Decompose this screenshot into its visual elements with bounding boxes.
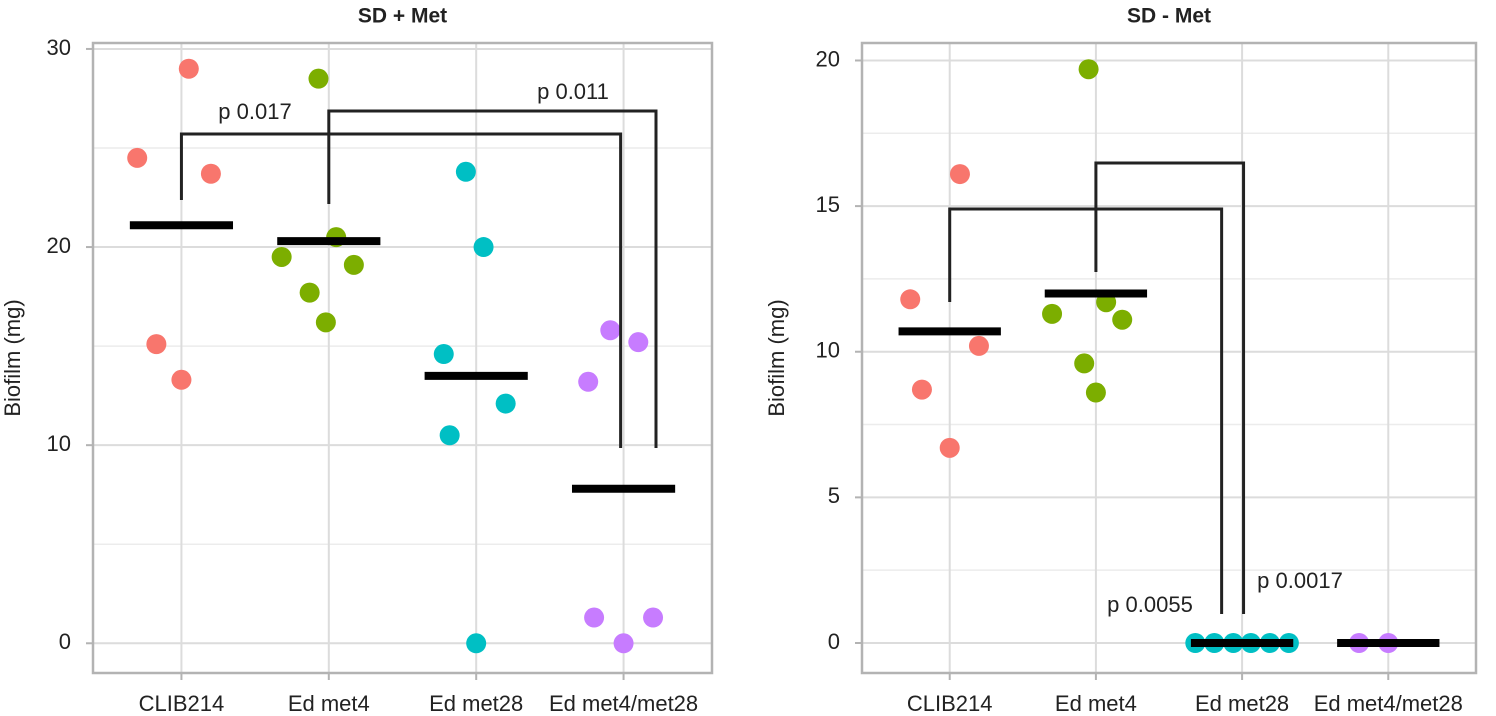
point: [315, 312, 336, 333]
p-value-label: p 0.017: [218, 99, 291, 124]
point: [455, 161, 476, 182]
point: [939, 437, 960, 458]
significance-bracket: [1094, 161, 1246, 614]
y-axis-label: Biofilm (mg): [0, 299, 25, 416]
x-tick-label: Ed met4/met28: [1314, 691, 1463, 716]
point: [439, 425, 460, 446]
point: [146, 334, 167, 355]
point: [584, 607, 605, 628]
point: [900, 289, 921, 310]
y-tick-label: 20: [816, 46, 840, 71]
p-value-label: p 0.0055: [1107, 592, 1193, 617]
y-tick-label: 0: [828, 629, 840, 654]
point: [299, 282, 320, 303]
x-tick-label: CLIB214: [907, 691, 993, 716]
significance-bracket: [179, 132, 623, 448]
significance-bracket: [327, 109, 658, 448]
point: [178, 58, 199, 79]
p-value-label: p 0.011: [537, 79, 609, 104]
point: [949, 164, 970, 185]
point: [1074, 353, 1095, 374]
point: [911, 379, 932, 400]
point: [1078, 59, 1099, 80]
x-tick-label: Ed met28: [1195, 691, 1289, 716]
point: [1085, 382, 1106, 403]
x-tick-label: CLIB214: [139, 691, 225, 716]
y-tick-label: 10: [47, 431, 71, 456]
point: [433, 344, 454, 365]
panel-border: [91, 41, 714, 675]
y-axis-label: Biofilm (mg): [764, 299, 789, 416]
significance-bracket: [948, 207, 1224, 614]
panel-title: SD + Met: [358, 5, 447, 28]
point: [578, 371, 599, 392]
point: [600, 320, 621, 341]
x-tick-label: Ed met4: [1055, 691, 1137, 716]
point: [495, 393, 516, 414]
point: [628, 332, 649, 353]
point: [643, 607, 664, 628]
x-tick-label: Ed met4: [288, 691, 370, 716]
point: [271, 246, 292, 267]
point: [308, 68, 329, 89]
point: [171, 369, 192, 390]
y-tick-label: 30: [47, 35, 71, 60]
point: [1042, 303, 1063, 324]
y-tick-label: 20: [47, 233, 71, 258]
y-tick-label: 0: [59, 629, 71, 654]
y-tick-label: 5: [828, 483, 840, 508]
point: [466, 633, 487, 654]
point: [473, 237, 494, 258]
x-tick-label: Ed met28: [429, 691, 523, 716]
point: [343, 254, 364, 275]
panel-title: SD - Met: [1127, 5, 1211, 28]
p-value-label: p 0.0017: [1257, 568, 1343, 593]
point: [127, 147, 148, 168]
point: [200, 163, 221, 184]
point: [968, 335, 989, 356]
x-tick-label: Ed met4/met28: [549, 691, 698, 716]
point: [1112, 309, 1133, 330]
y-tick-label: 10: [816, 338, 840, 363]
point: [613, 633, 634, 654]
y-tick-label: 15: [816, 192, 840, 217]
panel-border: [860, 41, 1478, 675]
